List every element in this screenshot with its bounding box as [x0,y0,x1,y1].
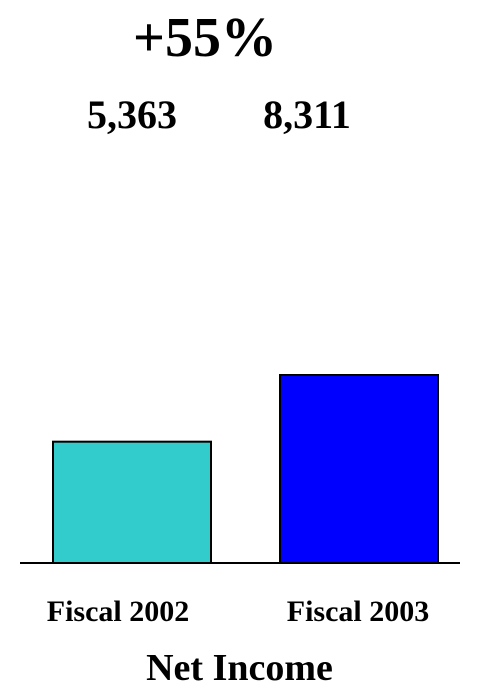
chart-title: Net Income [146,647,333,689]
value-label-fiscal-2003: 8,311 [263,92,351,137]
bar-fiscal-2003 [279,374,439,564]
category-label-fiscal-2003: Fiscal 2003 [286,595,430,628]
bars-group [52,374,439,565]
growth-percentage: +55% [133,7,277,69]
category-label-fiscal-2002: Fiscal 2002 [46,595,190,628]
value-label-fiscal-2002: 5,363 [87,92,177,137]
bar-fiscal-2002 [52,440,212,565]
